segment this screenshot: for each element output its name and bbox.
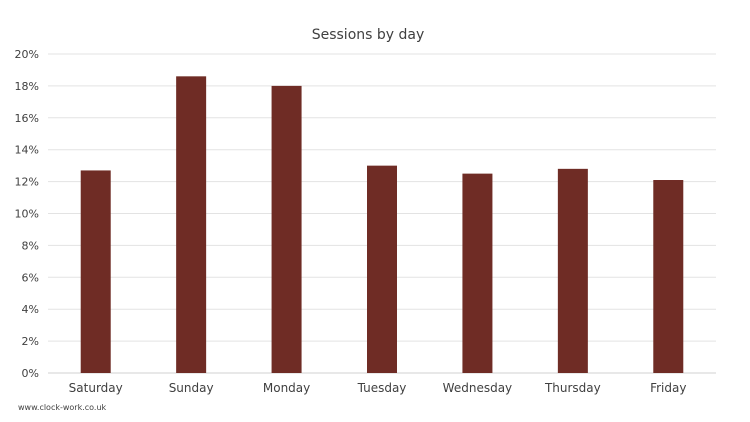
y-tick-label: 18% [15, 80, 39, 93]
y-tick-label: 8% [22, 239, 39, 252]
chart-title: Sessions by day [312, 27, 425, 43]
y-tick-label: 2% [22, 335, 39, 348]
source-footer: www.clock-work.co.uk [18, 403, 107, 412]
y-axis-tick-labels: 0% 2% 4% 6% 8% 10% 12% 14% 16% 18% 20% [15, 48, 39, 380]
x-category-label: Saturday [69, 381, 123, 395]
y-tick-label: 16% [15, 112, 39, 125]
bar-sunday [176, 76, 207, 373]
y-tick-label: 12% [15, 176, 39, 189]
bar-friday [653, 180, 684, 373]
y-tick-label: 10% [15, 208, 39, 221]
x-category-label: Wednesday [443, 381, 512, 395]
bar-monday [271, 85, 302, 374]
y-tick-label: 0% [22, 367, 39, 380]
bars [80, 76, 684, 374]
bar-saturday [80, 170, 111, 373]
bar-tuesday [367, 165, 397, 373]
y-tick-label: 6% [22, 271, 39, 284]
y-tick-label: 14% [15, 144, 39, 157]
x-axis-category-labels: Saturday Sunday Monday Tuesday Wednesday Thur… [69, 381, 687, 395]
y-tick-label: 20% [15, 48, 39, 61]
x-category-label: Monday [263, 381, 310, 395]
x-category-label: Thursday [544, 381, 601, 395]
bar-thursday [557, 168, 588, 373]
y-tick-label: 4% [22, 303, 39, 316]
x-category-label: Tuesday [357, 381, 407, 395]
x-category-label: Friday [650, 381, 686, 395]
bar-wednesday [462, 173, 493, 373]
x-category-label: Sunday [169, 381, 214, 395]
